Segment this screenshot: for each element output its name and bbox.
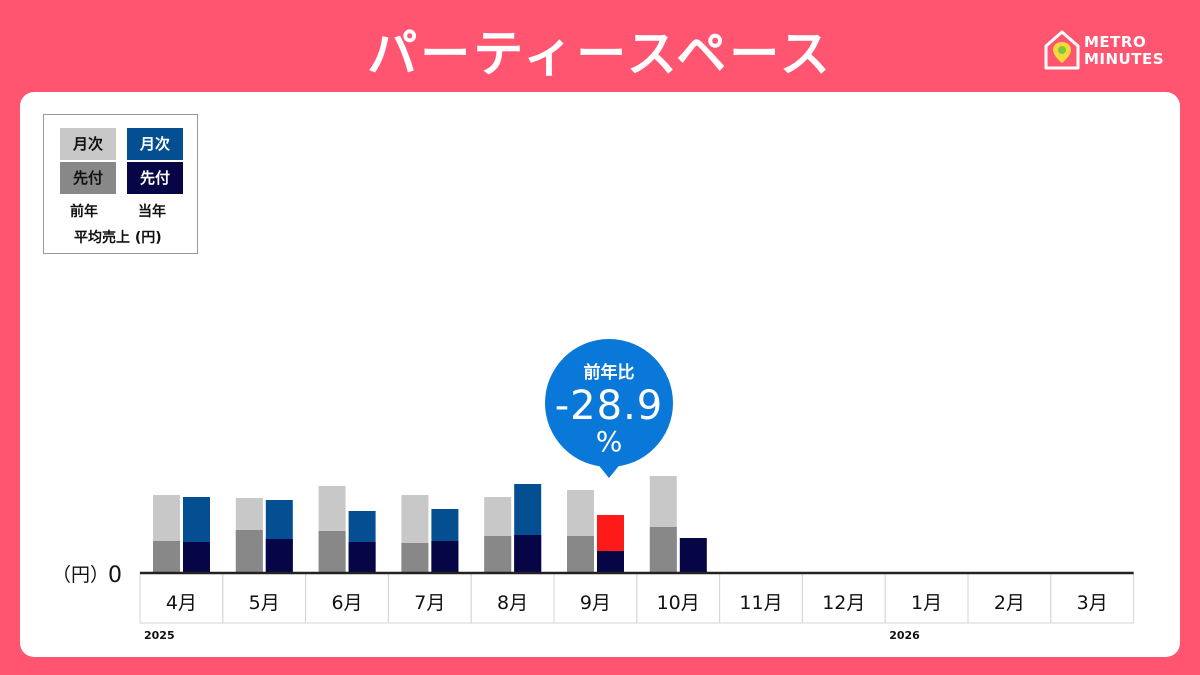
bar-prev-advance-4 (401, 543, 429, 573)
bar-prev-advance-1 (153, 541, 180, 573)
y-zero-label: 0 (108, 563, 122, 588)
year-label-2: 2026 (889, 629, 920, 642)
callout-value: -28.9 (554, 383, 664, 429)
x-tick-label-5: 8月 (497, 592, 528, 614)
bar-curr-advance-3 (348, 542, 376, 573)
x-tick-label-1: 4月 (166, 592, 197, 614)
legend-prev-monthly-swatch: 月次 (60, 128, 116, 160)
legend-prev-year-label: 前年 (70, 204, 98, 220)
bar-curr-advance-7 (679, 538, 707, 573)
bar-prev-advance-6 (567, 536, 594, 573)
map-pin-house-icon (1044, 30, 1080, 70)
x-tick-label-3: 6月 (331, 592, 362, 614)
x-tick-label-7: 10月 (657, 592, 700, 614)
logo-line1: METRO (1084, 33, 1147, 51)
legend-curr-year-label: 当年 (138, 204, 166, 220)
callout-circle (545, 339, 673, 467)
callout-tail (596, 462, 622, 478)
logo-text: METRO MINUTES (1084, 34, 1164, 68)
x-tick-label-6: 9月 (580, 592, 611, 614)
x-tick-label-4: 7月 (414, 592, 445, 614)
legend-curr-advance-swatch: 先付 (127, 162, 183, 194)
legend-curr-monthly-swatch: 月次 (127, 128, 183, 160)
bar-prev-advance-7 (649, 527, 677, 573)
y-axis-unit-label: （円） (52, 564, 109, 586)
x-tick-label-8: 11月 (739, 592, 782, 614)
bar-prev-advance-5 (484, 536, 512, 573)
bar-prev-advance-2 (235, 530, 263, 573)
bar-curr-advance-5 (514, 535, 542, 573)
logo-line2: MINUTES (1084, 50, 1165, 68)
bar-curr-advance-4 (431, 541, 459, 573)
legend-caption: 平均売上 (円) (74, 230, 162, 246)
x-tick-label-12: 3月 (1077, 592, 1108, 614)
x-tick-label-9: 12月 (822, 592, 865, 614)
callout-unit: % (595, 425, 623, 458)
logo: METRO MINUTES (1042, 28, 1182, 72)
bar-curr-advance-2 (265, 539, 293, 573)
page-title: パーティースペース (367, 25, 833, 83)
x-tick-label-2: 5月 (249, 592, 280, 614)
bar-curr-advance-1 (183, 542, 210, 573)
bar-curr-advance-6 (597, 551, 624, 573)
bars-group (153, 476, 707, 573)
bar-prev-advance-3 (318, 531, 346, 573)
axis-group: 4月 5月 6月 7月 8月 9月 10月 11月 12月 1月 2月 3月 （円）0 2025 2026 (52, 563, 1135, 642)
callout-label: 前年比 (583, 363, 635, 383)
legend-prev-advance-swatch: 先付 (60, 162, 116, 194)
year-label-1: 2025 (144, 629, 175, 642)
legend: 月次 先付 月次 先付 前年 当年 平均売上 (円) (43, 114, 198, 254)
x-tick-label-11: 2月 (994, 592, 1025, 614)
x-tick-label-10: 1月 (911, 592, 942, 614)
